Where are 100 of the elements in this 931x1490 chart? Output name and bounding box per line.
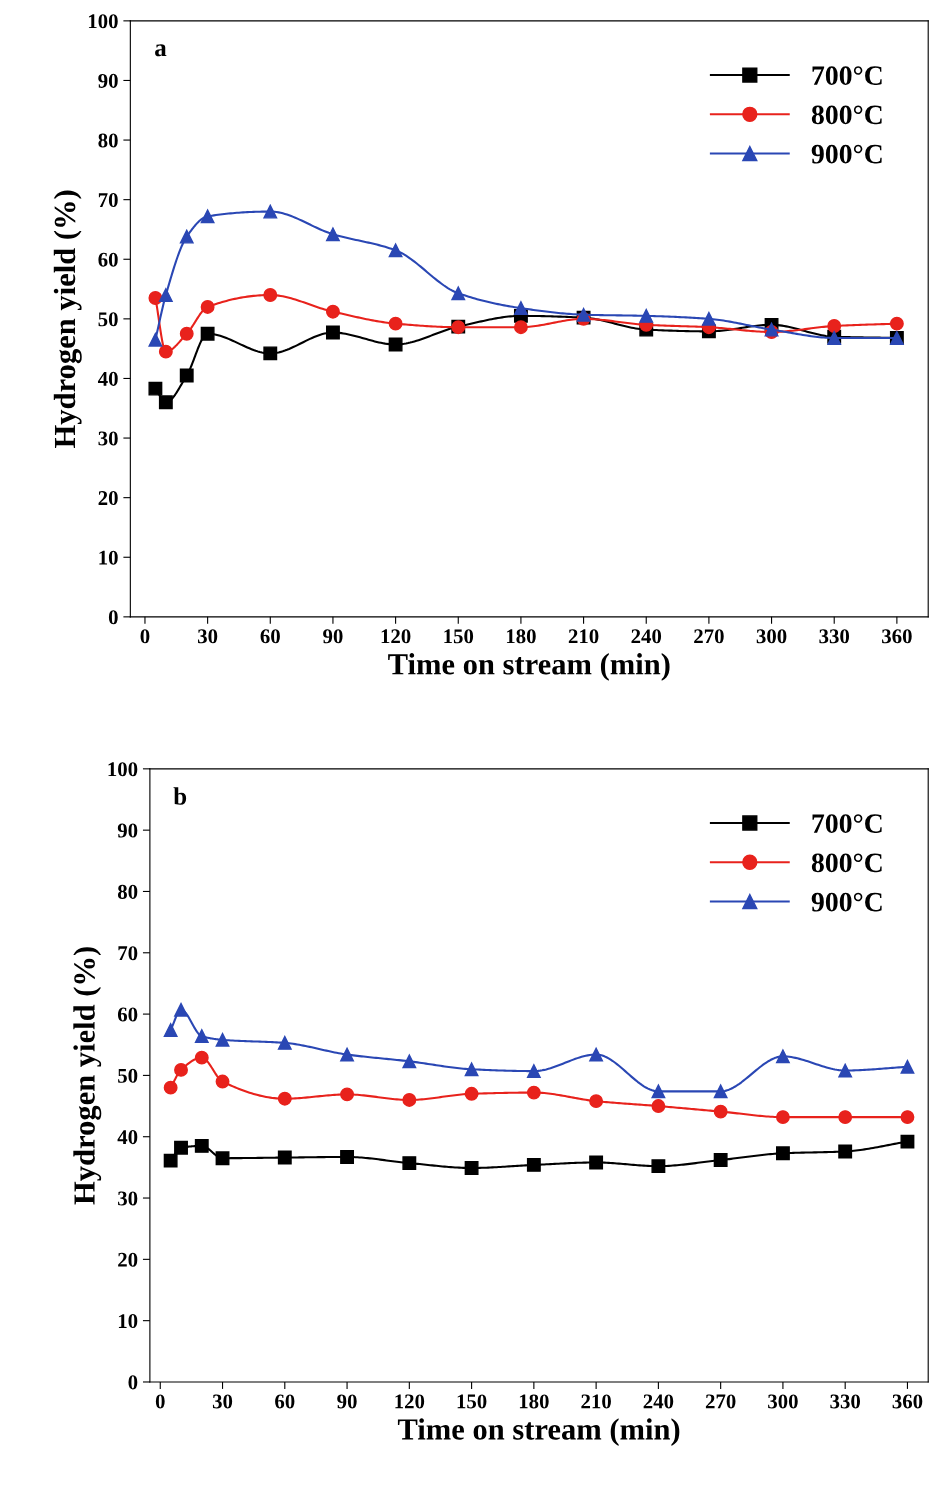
x-tick-label: 210 bbox=[581, 1394, 611, 1409]
point bbox=[158, 288, 173, 302]
point bbox=[402, 1054, 417, 1069]
point bbox=[651, 1159, 666, 1174]
point bbox=[263, 346, 278, 361]
x-tick-label: 30 bbox=[212, 1394, 233, 1409]
y-tick-label: 80 bbox=[98, 133, 118, 148]
point bbox=[340, 1150, 355, 1164]
y-axis-title: Hydrogen yield (%) bbox=[73, 947, 102, 1205]
x-tick-label: 270 bbox=[705, 1394, 736, 1409]
point bbox=[215, 1032, 230, 1047]
x-tick-label: 0 bbox=[140, 629, 150, 644]
point bbox=[174, 1002, 188, 1017]
x-tick-label: 0 bbox=[155, 1394, 165, 1409]
x-tick-label: 30 bbox=[197, 629, 218, 644]
point bbox=[513, 320, 528, 335]
y-tick-label: 70 bbox=[98, 193, 118, 208]
x-tick-label: 360 bbox=[892, 1394, 923, 1409]
x-tick-label: 120 bbox=[395, 1394, 425, 1409]
point bbox=[651, 1084, 666, 1099]
point bbox=[325, 227, 340, 242]
x-tick-label: 240 bbox=[631, 629, 662, 644]
x-tick-label: 240 bbox=[643, 1394, 674, 1409]
point bbox=[277, 1091, 292, 1106]
point bbox=[340, 1087, 355, 1102]
point bbox=[464, 1062, 479, 1077]
point bbox=[200, 299, 215, 314]
y-tick-label: 80 bbox=[117, 884, 138, 899]
x-tick-label: 330 bbox=[830, 1394, 861, 1409]
point bbox=[179, 326, 194, 341]
y-tick-label: 30 bbox=[118, 1191, 138, 1206]
legend-label: 800°C bbox=[811, 105, 882, 125]
x-tick-label: 300 bbox=[756, 629, 787, 644]
point bbox=[775, 1146, 790, 1161]
point bbox=[838, 1144, 853, 1159]
y-tick-label: 100 bbox=[88, 14, 118, 29]
text: b bbox=[173, 787, 187, 805]
y-tick-label: 10 bbox=[99, 550, 118, 565]
y-tick-label: 100 bbox=[108, 762, 138, 777]
point bbox=[388, 316, 403, 331]
y-tick-label: 50 bbox=[98, 312, 118, 327]
x-tick-label: 150 bbox=[444, 629, 474, 644]
point bbox=[701, 311, 716, 326]
point bbox=[325, 304, 340, 319]
y-tick-label: 20 bbox=[118, 1252, 138, 1267]
point bbox=[526, 1085, 541, 1100]
point bbox=[200, 326, 215, 341]
point bbox=[158, 344, 173, 359]
legend-label: 800°C bbox=[811, 853, 882, 873]
legend-label: 900°C bbox=[811, 892, 882, 912]
point bbox=[589, 1047, 604, 1062]
point bbox=[513, 301, 528, 316]
point bbox=[215, 1074, 230, 1089]
y-tick-label: 20 bbox=[98, 491, 118, 506]
x-tick-label: 300 bbox=[768, 1394, 798, 1409]
y-tick-label: 30 bbox=[98, 431, 118, 446]
x-tick-label: 180 bbox=[519, 1394, 549, 1409]
point bbox=[713, 1104, 728, 1119]
x-tick-label: 180 bbox=[506, 629, 536, 644]
point bbox=[388, 337, 403, 352]
point bbox=[174, 1062, 188, 1077]
point bbox=[464, 1161, 479, 1175]
x-tick-label: 60 bbox=[275, 1394, 295, 1409]
point bbox=[775, 1049, 790, 1064]
point bbox=[194, 1029, 209, 1044]
point bbox=[179, 368, 194, 383]
point bbox=[900, 1059, 915, 1074]
point bbox=[174, 1140, 188, 1155]
point bbox=[838, 1110, 853, 1125]
point bbox=[263, 288, 278, 302]
point bbox=[277, 1150, 292, 1165]
point bbox=[651, 1099, 666, 1114]
x-axis-title: Time on stream (min) bbox=[388, 653, 670, 681]
point bbox=[148, 291, 163, 305]
point bbox=[402, 1092, 417, 1107]
x-tick-label: 210 bbox=[568, 629, 599, 644]
y-tick-label: 60 bbox=[98, 252, 118, 267]
point bbox=[451, 286, 466, 301]
text: a bbox=[155, 44, 167, 57]
y-tick-label: 0 bbox=[128, 1375, 138, 1390]
point bbox=[340, 1047, 355, 1062]
point bbox=[900, 1110, 915, 1125]
legend-label: 700°C bbox=[812, 814, 882, 833]
x-axis-title: Time on stream (min) bbox=[397, 1418, 680, 1446]
point bbox=[179, 229, 194, 244]
point bbox=[148, 381, 163, 396]
point bbox=[775, 1110, 790, 1125]
y-tick-label: 60 bbox=[117, 1007, 138, 1022]
point bbox=[526, 1064, 541, 1079]
y-tick-label: 10 bbox=[118, 1314, 138, 1329]
x-tick-label: 90 bbox=[323, 629, 343, 644]
x-tick-label: 150 bbox=[457, 1394, 487, 1409]
point bbox=[163, 1153, 178, 1168]
point bbox=[589, 1094, 604, 1109]
x-tick-label: 360 bbox=[882, 629, 912, 644]
y-tick-label: 70 bbox=[118, 946, 138, 961]
point bbox=[200, 209, 215, 224]
point bbox=[277, 1035, 292, 1050]
x-tick-label: 60 bbox=[260, 629, 280, 644]
point bbox=[388, 243, 403, 258]
